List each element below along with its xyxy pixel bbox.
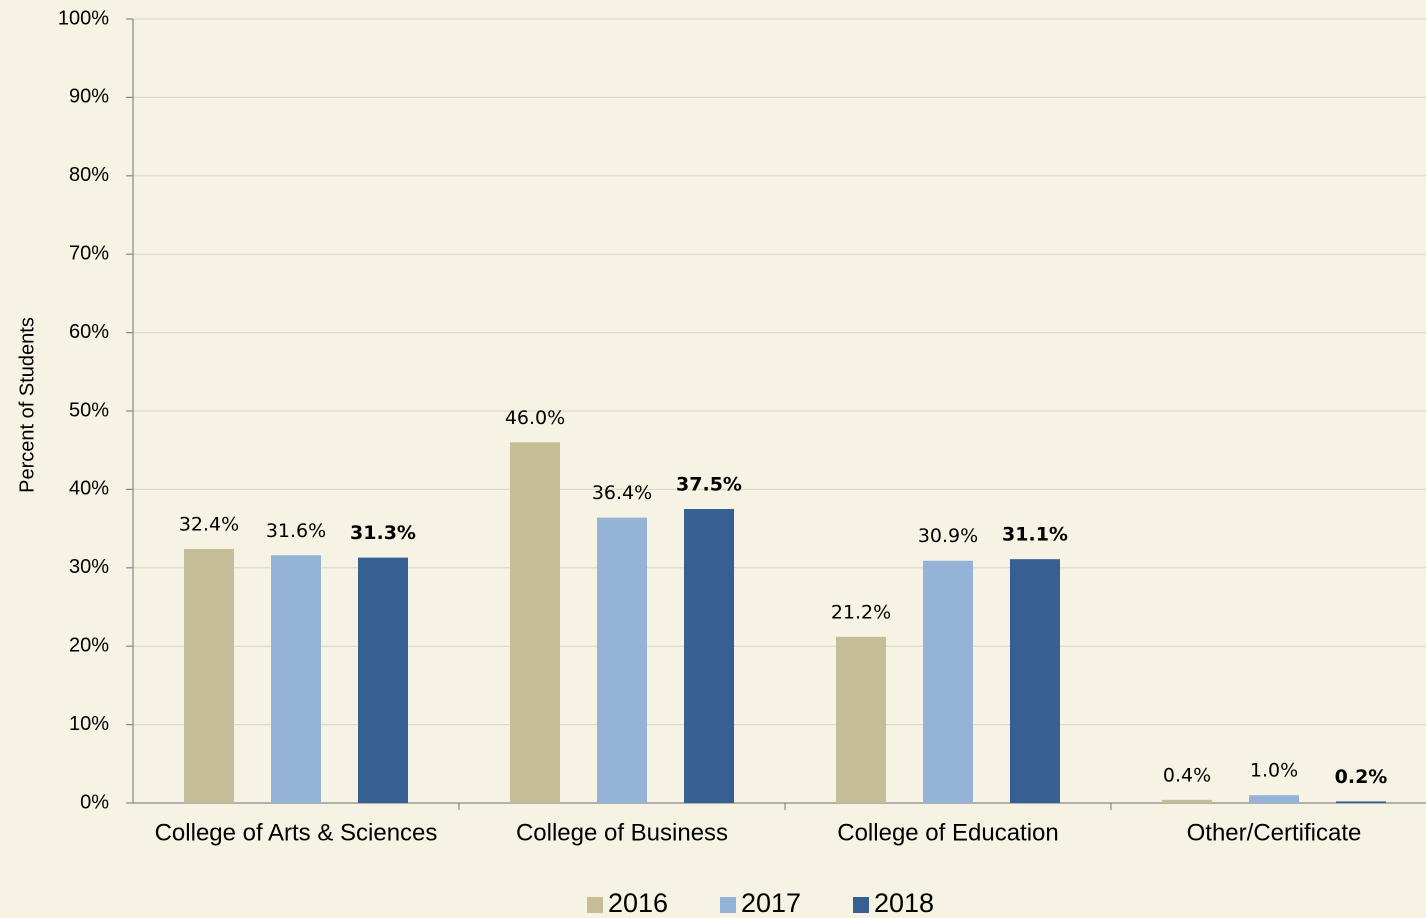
y-tick-label: 60% <box>69 321 109 343</box>
bar <box>271 555 321 803</box>
bar <box>358 557 408 803</box>
y-tick-label: 50% <box>69 399 109 421</box>
y-tick-label: 10% <box>69 713 109 735</box>
y-tick-label: 80% <box>69 164 109 186</box>
y-tick-label: 40% <box>69 478 109 500</box>
x-tick-label: College of Arts & Sciences <box>155 819 438 846</box>
data-label: 46.0% <box>505 407 565 429</box>
data-label: 37.5% <box>676 474 742 496</box>
data-label: 21.2% <box>831 601 891 623</box>
bar <box>510 442 560 803</box>
bar <box>836 636 886 803</box>
bar <box>1162 799 1212 803</box>
bar <box>1336 801 1386 803</box>
y-tick-label: 0% <box>80 791 109 813</box>
y-axis-label: Percent of Students <box>16 317 38 493</box>
y-tick-label: 30% <box>69 556 109 578</box>
x-tick-label: College of Education <box>837 819 1058 846</box>
data-label: 0.2% <box>1335 766 1388 788</box>
data-label: 31.3% <box>350 522 416 544</box>
bar <box>597 517 647 803</box>
bar <box>923 560 973 803</box>
y-tick-label: 90% <box>69 86 109 108</box>
data-label: 30.9% <box>918 525 978 547</box>
legend-swatch <box>587 897 603 913</box>
data-label: 0.4% <box>1163 764 1211 786</box>
y-tick-label: 70% <box>69 242 109 264</box>
x-tick-label: Other/Certificate <box>1187 819 1362 846</box>
legend-swatch <box>720 897 736 913</box>
bar <box>1010 559 1060 803</box>
data-label: 36.4% <box>592 482 652 504</box>
data-label: 31.6% <box>266 520 326 542</box>
y-tick-label: 20% <box>69 634 109 656</box>
data-label: 1.0% <box>1250 760 1298 782</box>
legend-label: 2016 <box>608 888 668 918</box>
x-tick-label: College of Business <box>516 819 728 846</box>
bar <box>184 548 234 803</box>
legend-label: 2017 <box>741 888 801 918</box>
legend-swatch <box>853 897 869 913</box>
data-label: 32.4% <box>179 513 239 535</box>
y-tick-label: 100% <box>58 7 109 29</box>
bar <box>684 509 734 803</box>
data-label: 31.1% <box>1002 524 1068 546</box>
bar <box>1249 795 1299 803</box>
legend-label: 2018 <box>874 888 934 918</box>
